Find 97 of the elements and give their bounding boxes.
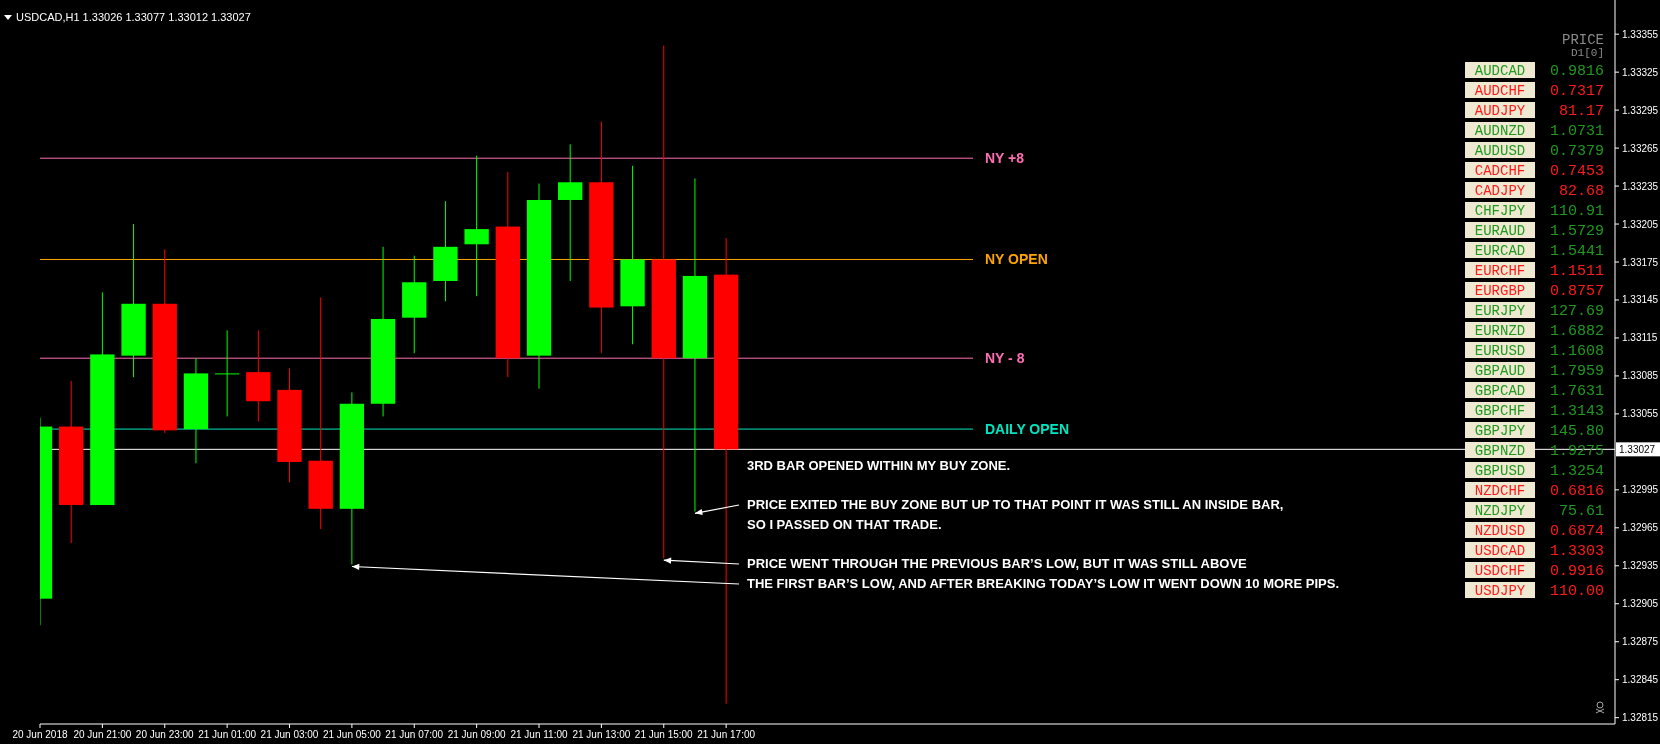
- text: 0.6874: [1549, 523, 1604, 540]
- y-tick-label: 1.32845: [1622, 674, 1659, 686]
- category-label: CHFJPY: [1474, 203, 1526, 219]
- text: 1.3143: [1549, 403, 1604, 420]
- category-label: GBPNZD: [1474, 443, 1526, 459]
- text: 81.17: [1558, 103, 1604, 120]
- annotation: PRICE WENT THROUGH THE PREVIOUS BAR’S LOW, BUT IT WAS STILL ABOVE: [747, 556, 1248, 571]
- ref-line-label: NY - 8: [985, 350, 1025, 367]
- x-tick-label: 21 Jun 01:00: [198, 729, 257, 740]
- text: 110.00: [1549, 583, 1604, 600]
- category-label: EURJPY: [1474, 303, 1526, 319]
- x-tick-label: 21 Jun 15:00: [634, 729, 694, 740]
- x-tick-label: 21 Jun 17:00: [697, 729, 756, 740]
- text: 127.69: [1549, 303, 1604, 320]
- category-label: GBPJPY: [1474, 423, 1526, 439]
- y-tick-label: 1.33115: [1622, 332, 1658, 344]
- x-tick-label: 20 Jun 21:00: [73, 729, 132, 740]
- y-tick-label: 1.32965: [1622, 522, 1659, 534]
- text: 1.7631: [1549, 383, 1604, 400]
- category-label: EURNZD: [1474, 323, 1526, 339]
- category-label: AUDJPY: [1474, 103, 1526, 119]
- text: 0.8757: [1549, 283, 1604, 300]
- y-tick-label: 1.32935: [1622, 560, 1659, 572]
- category-label: EURCAD: [1474, 243, 1526, 259]
- text: 0.9916: [1549, 563, 1604, 580]
- text: USDCAD,H1 1.33026 1.33077 1.33012 1.33027: [16, 11, 251, 23]
- x-tick-label: 21 Jun 05:00: [322, 729, 382, 740]
- y-tick-label: 1.32995: [1622, 484, 1659, 496]
- y-tick-label: 1.32875: [1622, 636, 1659, 648]
- x-tick-label: 21 Jun 09:00: [447, 729, 506, 740]
- text: PRICE: [1561, 32, 1604, 48]
- category-label: NZDUSD: [1474, 523, 1526, 539]
- category-label: GBPCHF: [1474, 403, 1526, 419]
- category-label: EURAUD: [1474, 223, 1526, 239]
- ref-line-label: NY +8: [985, 150, 1025, 167]
- category-label: AUDNZD: [1474, 123, 1526, 139]
- text: 0.9816: [1549, 63, 1604, 80]
- text: D1[0]: [1570, 47, 1604, 59]
- y-tick-label: 1.33175: [1622, 256, 1659, 268]
- category-label: GBPAUD: [1474, 363, 1526, 379]
- text: 1.7959: [1549, 363, 1604, 380]
- y-tick-label: 1.33145: [1622, 294, 1659, 306]
- y-tick-label: 1.33325: [1622, 66, 1659, 78]
- category-label: GBPUSD: [1474, 463, 1526, 479]
- annotation: 3RD BAR OPENED WITHIN MY BUY ZONE.: [747, 458, 1011, 473]
- text: 1.5441: [1549, 243, 1604, 260]
- text: 1.1511: [1549, 263, 1604, 280]
- text: 1.3303: [1549, 543, 1604, 560]
- text: 75.61: [1558, 503, 1604, 520]
- candlestick: [214, 329, 240, 417]
- candlestick: [464, 155, 489, 297]
- x-tick-label: 21 Jun 07:00: [385, 729, 444, 740]
- category-label: CADJPY: [1474, 183, 1526, 199]
- text: 1.6882: [1549, 323, 1604, 340]
- y-tick-label: 1.33235: [1622, 180, 1659, 192]
- y-tick-label: 1.32905: [1622, 598, 1659, 610]
- category-label: USDCHF: [1474, 563, 1526, 579]
- x-tick-label: 21 Jun 11:00: [510, 729, 568, 740]
- x-tick-label: 20 Jun 23:00: [135, 729, 195, 740]
- ref-line-label: NY OPEN: [985, 251, 1048, 268]
- ref-line-label: DAILY OPEN: [985, 421, 1070, 438]
- y-tick-label: 1.33295: [1622, 104, 1659, 116]
- category-label: NZDJPY: [1474, 503, 1526, 519]
- category-label: GBPCAD: [1474, 383, 1526, 399]
- y-tick-label: 1.33085: [1622, 370, 1659, 382]
- category-label: NZDCHF: [1474, 483, 1526, 499]
- category-label: EURGBP: [1474, 283, 1526, 299]
- y-tick-label: 1.33055: [1622, 408, 1659, 420]
- text: 145.80: [1549, 423, 1604, 440]
- x-tick-label: 21 Jun 03:00: [260, 729, 319, 740]
- category-label: EURUSD: [1474, 343, 1526, 359]
- category-label: AUDCHF: [1474, 83, 1526, 99]
- category-label: AUDCAD: [1474, 63, 1526, 79]
- annotation: PRICE EXITED THE BUY ZONE BUT UP TO THAT POINT IT WAS STILL AN INSIDE BAR, SO I PASSED ON THAT TRADE.: [747, 497, 1284, 532]
- category-label: AUDUSD: [1474, 143, 1526, 159]
- category-label: USDJPY: [1474, 583, 1526, 599]
- text: 1.5729: [1549, 223, 1604, 240]
- category-label: USDCAD: [1474, 543, 1526, 559]
- text: 0.6816: [1549, 483, 1604, 500]
- category-label: EURCHF: [1474, 263, 1526, 279]
- y-tick-label: 1.33355: [1622, 28, 1659, 40]
- text: 1.1608: [1549, 343, 1604, 360]
- text: 1.0731: [1549, 123, 1604, 140]
- text: 1.3254: [1549, 463, 1604, 480]
- text: 0.7317: [1549, 83, 1604, 100]
- category-label: CADCHF: [1474, 163, 1526, 179]
- text: 0.7379: [1549, 143, 1604, 160]
- y-tick-label: 1.33205: [1622, 218, 1659, 230]
- x-tick-label: 21 Jun 13:00: [572, 729, 631, 740]
- x-tick-label: 20 Jun 2018: [12, 729, 68, 740]
- annotation: THE FIRST BAR’S LOW, AND AFTER BREAKING TODAY’S LOW IT WENT DOWN 10 MORE PIPS.: [747, 576, 1340, 591]
- text: 0.7453: [1549, 163, 1604, 180]
- text: 110.91: [1549, 203, 1604, 220]
- ref-line-label: 1.33027: [1619, 444, 1656, 456]
- y-tick-label: 1.33265: [1622, 142, 1659, 154]
- y-tick-label: 1.32815: [1622, 712, 1659, 724]
- text: 82.68: [1558, 183, 1604, 200]
